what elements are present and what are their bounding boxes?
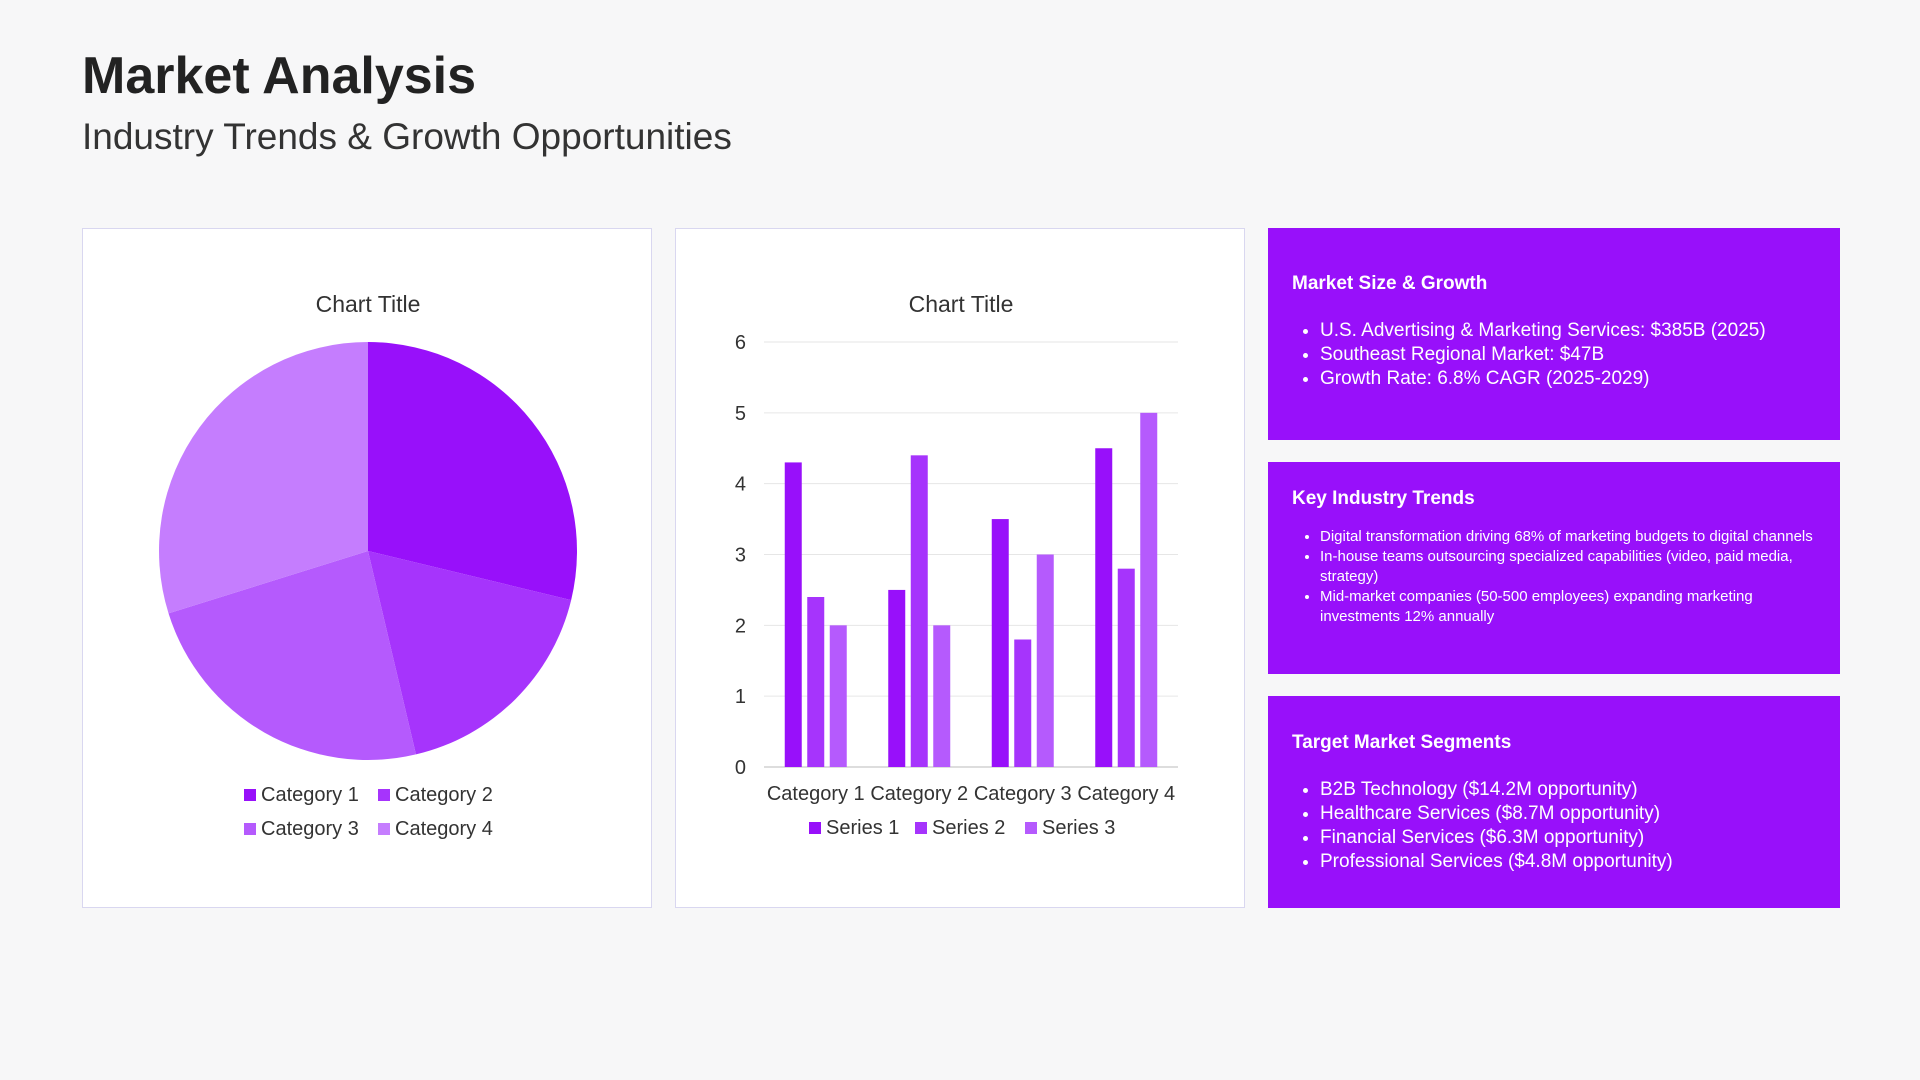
pie-slice — [168, 551, 416, 761]
bar — [807, 597, 825, 767]
list-item: Mid-market companies (50-500 employees) … — [1320, 587, 1816, 627]
pie-slice — [368, 551, 572, 755]
y-tick-label: 2 — [735, 615, 746, 637]
bar — [829, 625, 847, 767]
pie-chart-title: Chart Title — [316, 291, 421, 317]
bar-chart: Chart Title 0 1 2 3 4 5 6 Category 1 Category 2… — [735, 291, 1178, 839]
page-title: Market Analysis — [82, 47, 477, 105]
bar — [991, 519, 1009, 767]
pie-slice — [368, 342, 578, 601]
legend-swatch — [809, 822, 821, 834]
bar — [1014, 639, 1032, 767]
list-item: Digital transformation driving 68% of ma… — [1320, 527, 1816, 547]
target-segments-list: B2B Technology ($14.2M opportunity) Heal… — [1292, 778, 1816, 874]
legend-swatch — [378, 823, 390, 835]
market-size-box: Market Size & Growth U.S. Advertising & … — [1268, 228, 1840, 440]
pie-slice — [159, 342, 368, 614]
bar — [1117, 568, 1135, 767]
y-tick-label: 0 — [735, 757, 746, 779]
y-tick-label: 5 — [735, 403, 746, 425]
market-size-list: U.S. Advertising & Marketing Services: $… — [1292, 319, 1816, 391]
page-subtitle: Industry Trends & Growth Opportunities — [82, 116, 732, 157]
bar — [1095, 448, 1113, 767]
bar — [888, 589, 906, 767]
legend-label: Category 1 — [261, 784, 359, 806]
bar — [1036, 554, 1054, 767]
y-tick-label: 1 — [735, 686, 746, 708]
target-segments-box: Target Market Segments B2B Technology ($… — [1268, 696, 1840, 908]
legend-label: Category 3 — [261, 818, 359, 840]
legend-label: Category 2 — [395, 784, 493, 806]
x-tick-label: Category 1 — [767, 783, 865, 805]
list-item: B2B Technology ($14.2M opportunity) — [1320, 778, 1816, 802]
y-tick-label: 4 — [735, 474, 746, 496]
bar — [784, 462, 802, 767]
legend-label: Category 4 — [395, 818, 493, 840]
target-segments-heading: Target Market Segments — [1292, 732, 1512, 753]
market-size-heading: Market Size & Growth — [1292, 273, 1488, 294]
bar-chart-title: Chart Title — [909, 291, 1014, 317]
list-item: U.S. Advertising & Marketing Services: $… — [1320, 319, 1816, 343]
legend-swatch — [244, 823, 256, 835]
legend-label: Series 1 — [826, 817, 899, 839]
bar — [1140, 412, 1158, 767]
list-item: Southeast Regional Market: $47B — [1320, 343, 1816, 367]
legend-label: Series 2 — [932, 817, 1005, 839]
industry-trends-box: Key Industry Trends Digital transformati… — [1268, 462, 1840, 674]
list-item: Professional Services ($4.8M opportunity… — [1320, 850, 1816, 874]
industry-trends-list: Digital transformation driving 68% of ma… — [1292, 527, 1816, 627]
y-tick-label: 6 — [735, 332, 746, 354]
legend-swatch — [915, 822, 927, 834]
legend-label: Series 3 — [1042, 817, 1115, 839]
legend-swatch — [244, 789, 256, 801]
pie-chart: Chart Title Category 1 Category 2 Category… — [159, 291, 578, 840]
industry-trends-heading: Key Industry Trends — [1292, 488, 1475, 509]
list-item: Growth Rate: 6.8% CAGR (2025-2029) — [1320, 367, 1816, 391]
bar — [910, 455, 928, 767]
y-tick-label: 3 — [735, 545, 746, 567]
legend-swatch — [378, 789, 390, 801]
bar — [933, 625, 951, 767]
x-tick-label: Category 4 — [1077, 783, 1175, 805]
list-item: Financial Services ($6.3M opportunity) — [1320, 826, 1816, 850]
pie-chart-card: Chart Title Category 1 Category 2 Category… — [82, 228, 652, 908]
x-tick-label: Category 3 — [974, 783, 1072, 805]
list-item: In-house teams outsourcing specialized c… — [1320, 547, 1816, 587]
legend-swatch — [1025, 822, 1037, 834]
x-tick-label: Category 2 — [870, 783, 968, 805]
bar-chart-card: Chart Title 0 1 2 3 4 5 6 Category 1 Category 2… — [675, 228, 1245, 908]
list-item: Healthcare Services ($8.7M opportunity) — [1320, 802, 1816, 826]
